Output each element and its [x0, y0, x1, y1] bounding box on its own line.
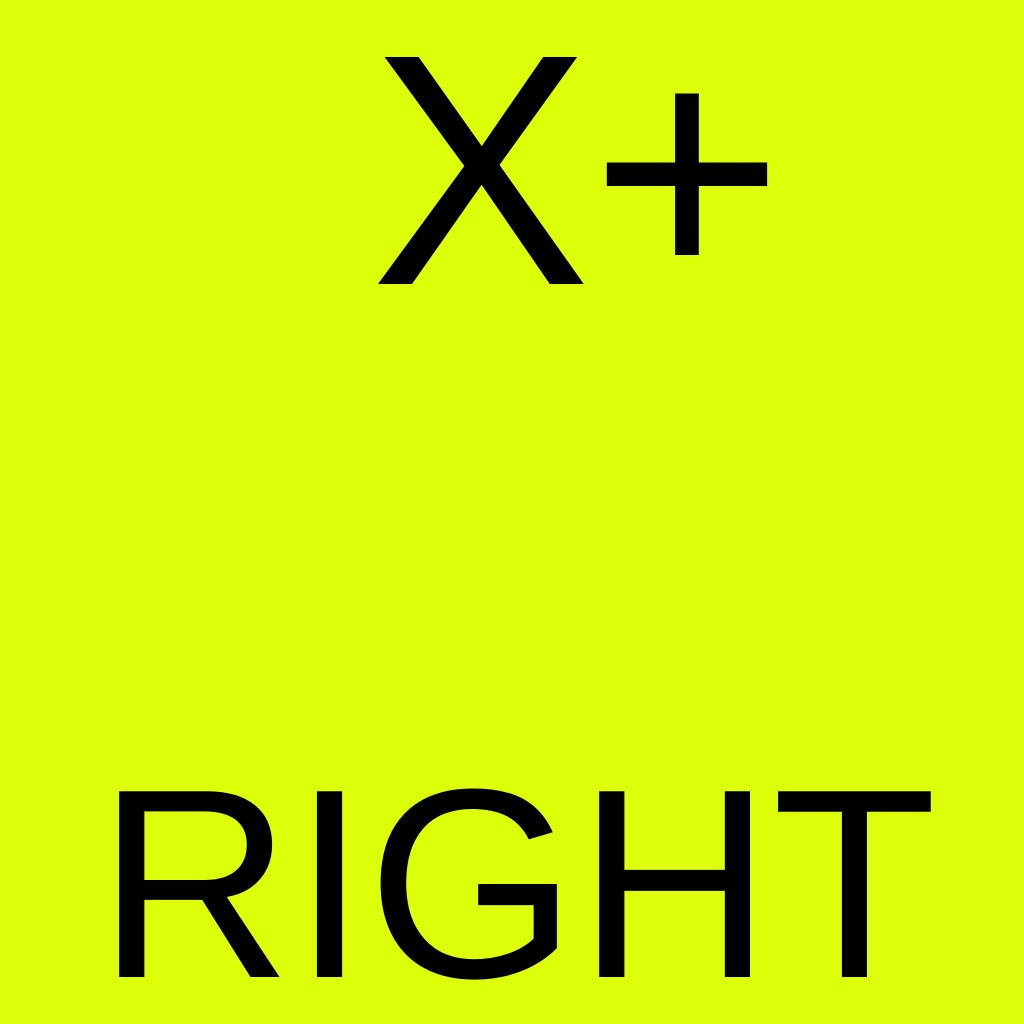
direction-label: RIGHT — [97, 734, 937, 1024]
axis-label: X+ — [370, 0, 784, 354]
